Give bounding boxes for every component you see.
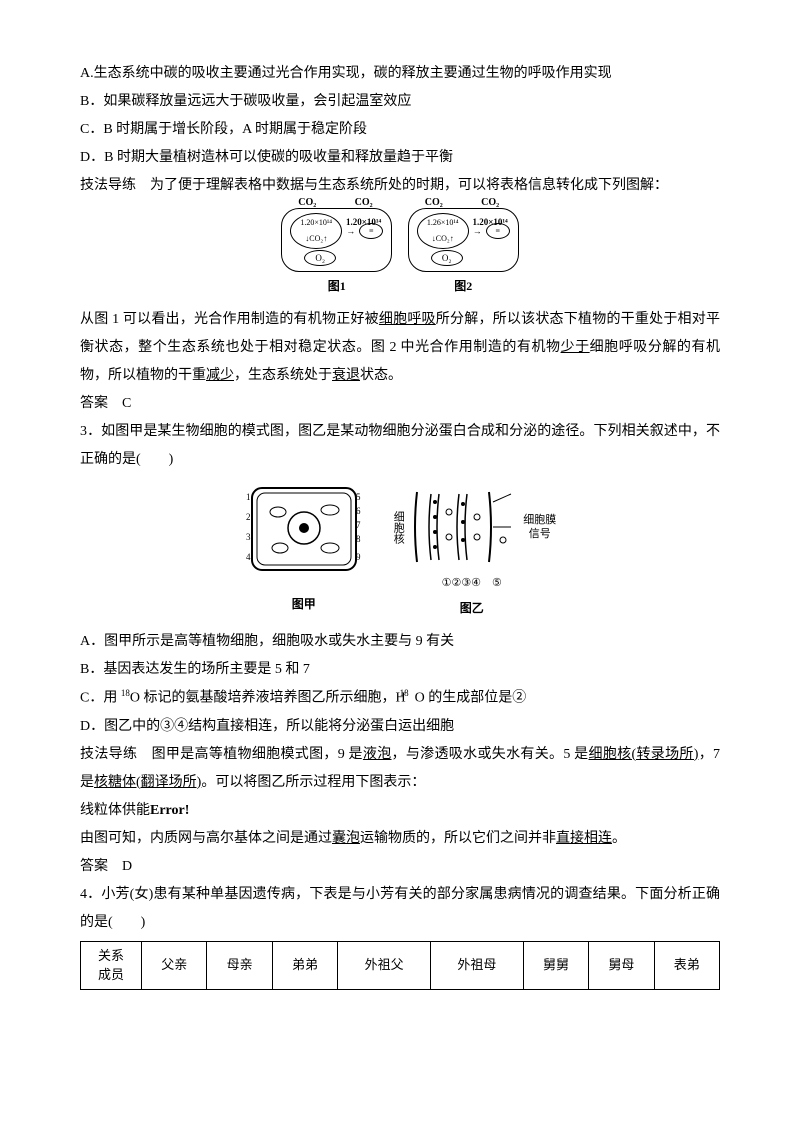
o2-label: O₂ [304, 250, 336, 266]
table-cell: 父亲 [142, 941, 207, 989]
table-cell: 关系成员 [81, 941, 142, 989]
q2-explanation: 从图 1 可以看出，光合作用制造的有机物正好被细胞呼吸所分解，所以该状态下植物的… [80, 306, 720, 390]
q2-figures: CO₂ CO₂1.20×10¹⁴ 1.20×10¹⁴ ↓CO₂↑ → ≡ O₂ … [80, 208, 720, 298]
table-cell: 母亲 [207, 941, 272, 989]
q3-stem: 3．如图甲是某生物细胞的模式图，图乙是某动物细胞分泌蛋白合成和分泌的途径。下列相… [80, 418, 720, 474]
q2-fig1-box: CO₂ CO₂1.20×10¹⁴ 1.20×10¹⁴ ↓CO₂↑ → ≡ O₂ [281, 208, 392, 272]
table-row: 关系成员 父亲 母亲 弟弟 外祖父 外祖母 舅舅 舅母 表弟 [81, 941, 720, 989]
q3-fig-a: 1 2 3 4 5 6 7 8 9 图甲 [244, 482, 364, 616]
table-cell: 舅舅 [523, 941, 588, 989]
inner-val: 1.26×10¹⁴ [427, 215, 459, 231]
q4-stem: 4．小芳(女)患有某种单基因遗传病，下表是与小芳有关的部分家属患病情况的调查结果… [80, 881, 720, 937]
q3-error-line: 线粒体供能Error! [80, 797, 720, 825]
co2-label: CO₂ [298, 193, 316, 213]
q2-hint: 技法导练 为了便于理解表格中数据与生态系统所处的时期，可以将表格信息转化成下列图… [80, 172, 720, 200]
q4-table: 关系成员 父亲 母亲 弟弟 外祖父 外祖母 舅舅 舅母 表弟 [80, 941, 720, 990]
fig2-caption: 图2 [402, 274, 525, 298]
co2-label: CO₂1.20×10¹⁴ [472, 193, 507, 233]
q3-fig-b: 细胞核 细胞膜 [387, 482, 556, 620]
q3-opt-c: C．用 18O 标记的氨基酸培养液培养图乙所示细胞，H18O 的生成部位是② [80, 684, 720, 713]
table-cell: 舅母 [589, 941, 654, 989]
q3-opt-d: D．图乙中的③④结构直接相连，所以能将分泌蛋白运出细胞 [80, 713, 720, 741]
q2-opt-a: A.生态系统中碳的吸收主要通过光合作用实现，碳的释放主要通过生物的呼吸作用实现 [80, 60, 720, 88]
table-cell: 表弟 [654, 941, 719, 989]
svg-text:1: 1 [246, 492, 251, 502]
q3-opt-b: B．基因表达发生的场所主要是 5 和 7 [80, 656, 720, 684]
q2-opt-c: C．B 时期属于增长阶段，A 时期属于稳定阶段 [80, 116, 720, 144]
svg-text:3: 3 [246, 532, 251, 542]
fig1-caption: 图1 [275, 274, 398, 298]
table-cell: 弟弟 [272, 941, 337, 989]
svg-text:4: 4 [246, 552, 251, 562]
q2-answer: 答案 C [80, 390, 720, 418]
q2-opt-d: D．B 时期大量植树造林可以使碳的吸收量和释放量趋于平衡 [80, 144, 720, 172]
q3-opt-a: A．图甲所示是高等植物细胞，细胞吸水或失水主要与 9 有关 [80, 628, 720, 656]
inner-val: 1.20×10¹⁴ [300, 215, 332, 231]
q3-figures: 1 2 3 4 5 6 7 8 9 图甲 细胞核 [80, 482, 720, 620]
svg-text:6: 6 [356, 506, 361, 516]
svg-text:9: 9 [356, 552, 361, 562]
svg-text:7: 7 [356, 520, 361, 530]
table-cell: 外祖母 [430, 941, 523, 989]
co2-label: CO₂ [425, 193, 443, 213]
svg-text:8: 8 [356, 534, 361, 544]
co2-label: CO₂1.20×10¹⁴ [346, 193, 381, 233]
o2-label: O₂ [431, 250, 463, 266]
table-cell: 外祖父 [338, 941, 431, 989]
q3-explanation: 由图可知，内质网与高尔基体之间是通过囊泡运输物质的，所以它们之间并非直接相连。 [80, 825, 720, 853]
q2-fig2-box: CO₂ CO₂1.20×10¹⁴ 1.26×10¹⁴ ↓CO₂↑ → ≡ O₂ [408, 208, 519, 272]
q2-opt-b: B．如果碳释放量远远大于碳吸收量，会引起温室效应 [80, 88, 720, 116]
q3-hint: 技法导练 图甲是高等植物细胞模式图，9 是液泡，与渗透吸水或失水有关。5 是细胞… [80, 741, 720, 797]
q3-answer: 答案 D [80, 853, 720, 881]
svg-text:5: 5 [356, 492, 361, 502]
svg-text:2: 2 [246, 512, 251, 522]
